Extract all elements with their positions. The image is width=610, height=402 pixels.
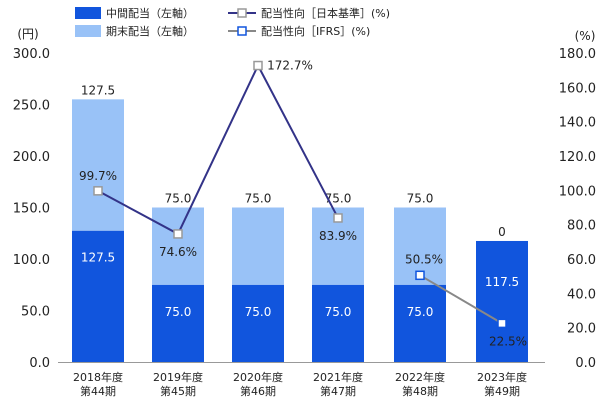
left-axis-tick: 200.0: [13, 150, 50, 165]
bar-interim: [232, 284, 284, 362]
bar-interim: [312, 284, 364, 362]
payout-label-jgaap: 99.7%: [79, 169, 117, 183]
bar-interim: [152, 284, 204, 362]
right-axis-tick: 140.0: [559, 116, 596, 131]
legend-label-ifrs: 配当性向［IFRS］(%): [261, 24, 370, 38]
legend-marker-jgaap: [237, 8, 247, 18]
left-axis-tick: 100.0: [13, 253, 50, 268]
category-label-year: 2018年度: [73, 370, 123, 384]
bar-interim-label: 75.0: [165, 305, 192, 319]
left-axis-tick: 300.0: [13, 47, 50, 62]
payout-line-ifrs: [419, 274, 503, 325]
legend-label-yearend: 期末配当（左軸）: [106, 24, 194, 38]
bar-interim-label: 117.5: [485, 275, 519, 289]
category-label-year: 2020年度: [233, 370, 283, 384]
payout-marker-ifrs: [415, 270, 425, 281]
bar-yearend-label: 75.0: [245, 192, 272, 206]
payout-marker-jgaap: [333, 213, 343, 223]
left-axis-tick: 0.0: [29, 356, 50, 371]
right-axis-tick: 180.0: [559, 47, 596, 62]
payout-label-jgaap: 172.7%: [267, 59, 313, 73]
payout-marker-jgaap: [173, 229, 183, 239]
bar-interim: [476, 240, 528, 362]
category-label-term: 第46期: [240, 384, 276, 398]
payout-label-ifrs: 50.5%: [405, 252, 443, 266]
bar-yearend-label: 0: [498, 225, 506, 239]
right-axis-tick: 100.0: [559, 184, 596, 199]
category-label-year: 2021年度: [313, 370, 363, 384]
right-axis-tick: 80.0: [567, 219, 596, 234]
right-axis-tick: 160.0: [559, 81, 596, 96]
legend-swatch-interim: [75, 7, 101, 19]
bar-yearend-label: 75.0: [165, 192, 192, 206]
right-axis-tick: 120.0: [559, 150, 596, 165]
bar-interim-label: 75.0: [325, 305, 352, 319]
right-axis-tick: 20.0: [567, 322, 596, 337]
left-axis-unit: (円): [17, 27, 38, 41]
right-axis-unit: (%): [575, 29, 596, 43]
left-axis-tick: 150.0: [13, 202, 50, 217]
category-label-term: 第48期: [402, 384, 438, 398]
legend-label-interim: 中間配当（左軸）: [106, 6, 194, 20]
category-label-term: 第49期: [484, 384, 520, 398]
payout-marker-jgaap: [93, 186, 103, 196]
payout-marker-ifrs: [497, 318, 507, 329]
bar-interim: [72, 230, 124, 362]
payout-label-jgaap: 83.9%: [319, 229, 357, 243]
bar-yearend-label: 127.5: [81, 83, 115, 97]
left-axis-tick: 50.0: [21, 305, 50, 320]
payout-label-jgaap: 74.6%: [159, 245, 197, 259]
category-label-term: 第44期: [80, 384, 116, 398]
payout-line-jgaap: [97, 63, 339, 236]
category-label-year: 2019年度: [153, 370, 203, 384]
bar-yearend: [72, 99, 124, 231]
bar-interim-label: 127.5: [81, 251, 115, 265]
left-axis-tick: 250.0: [13, 99, 50, 114]
legend-label-jgaap: 配当性向［日本基準］(%): [261, 6, 390, 20]
category-label-term: 第45期: [160, 384, 196, 398]
bar-yearend-label: 75.0: [407, 192, 434, 206]
legend-swatch-yearend: [75, 25, 101, 37]
payout-marker-jgaap: [253, 60, 263, 71]
category-label-year: 2022年度: [395, 370, 445, 384]
bar-interim: [394, 284, 446, 362]
right-axis-tick: 40.0: [567, 287, 596, 302]
bar-yearend: [152, 207, 204, 285]
bar-yearend-label: 75.0: [325, 192, 352, 206]
category-label-term: 第47期: [320, 384, 356, 398]
category-label-year: 2023年度: [477, 370, 527, 384]
right-axis-tick: 60.0: [567, 253, 596, 268]
bar-interim-label: 75.0: [407, 305, 434, 319]
right-axis-tick: 0.0: [575, 356, 596, 371]
payout-label-ifrs: 22.5%: [489, 334, 527, 348]
bar-yearend: [232, 207, 284, 285]
legend-marker-ifrs: [237, 26, 247, 36]
bar-interim-label: 75.0: [245, 305, 272, 319]
